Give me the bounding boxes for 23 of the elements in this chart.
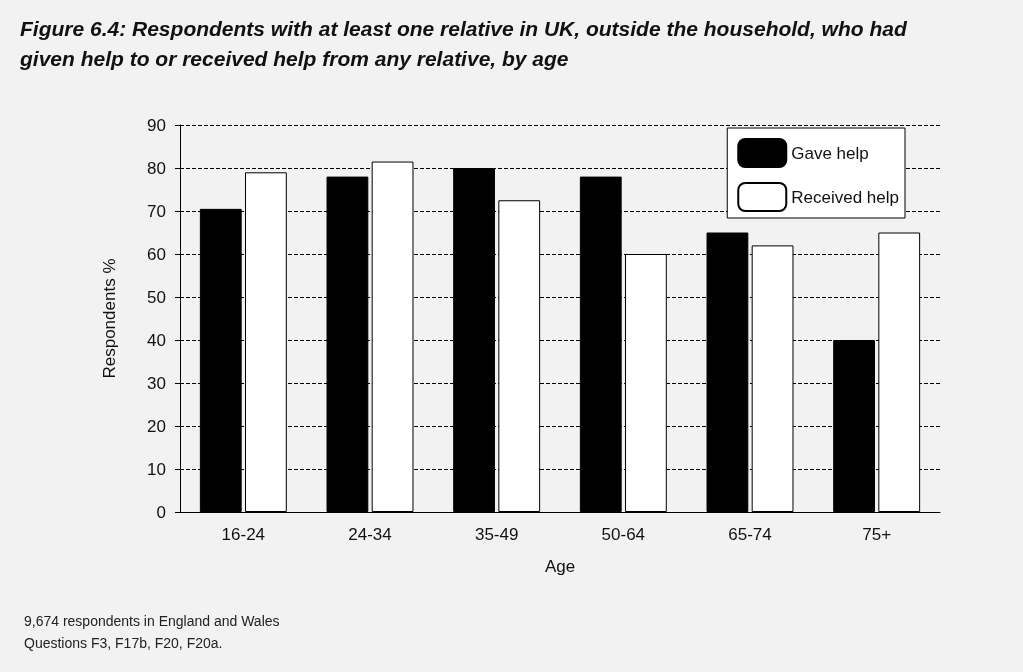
x-tick-label: 35-49 xyxy=(474,525,519,544)
chart-title: Figure 6.4: Respondents with at least one relative in UK, outside the household, who had given help to or received help from any relative, by age xyxy=(20,16,908,72)
y-axis-title: Respondents % xyxy=(100,258,119,379)
x-tick-label: 65-74 xyxy=(728,525,772,544)
y-tick-label: 70 xyxy=(147,201,166,221)
y-tick-label: 90 xyxy=(147,115,166,135)
y-tick-label: 50 xyxy=(147,287,166,307)
x-tick-label: 50-64 xyxy=(601,525,646,544)
x-tick-label: 16-24 xyxy=(221,525,266,544)
y-tick-label: 0 xyxy=(156,502,166,522)
text: 9,674 respondents in England and Wales xyxy=(24,612,280,631)
y-tick-label: 20 xyxy=(147,416,166,436)
y-tick-label: 60 xyxy=(147,244,166,264)
x-axis-title: Age xyxy=(544,557,576,576)
x-tick-label: 24-34 xyxy=(348,525,392,544)
y-tick-label: 80 xyxy=(147,158,166,178)
text: Questions F3, F17b, F20, F20a. xyxy=(24,634,224,653)
y-tick-label: 10 xyxy=(147,459,166,479)
legend-label: Gave help xyxy=(791,143,869,163)
x-tick-label: 75+ xyxy=(862,525,892,544)
legend-label: Received help xyxy=(791,187,900,207)
y-tick-label: 40 xyxy=(147,330,166,350)
y-tick-label: 30 xyxy=(147,373,166,393)
